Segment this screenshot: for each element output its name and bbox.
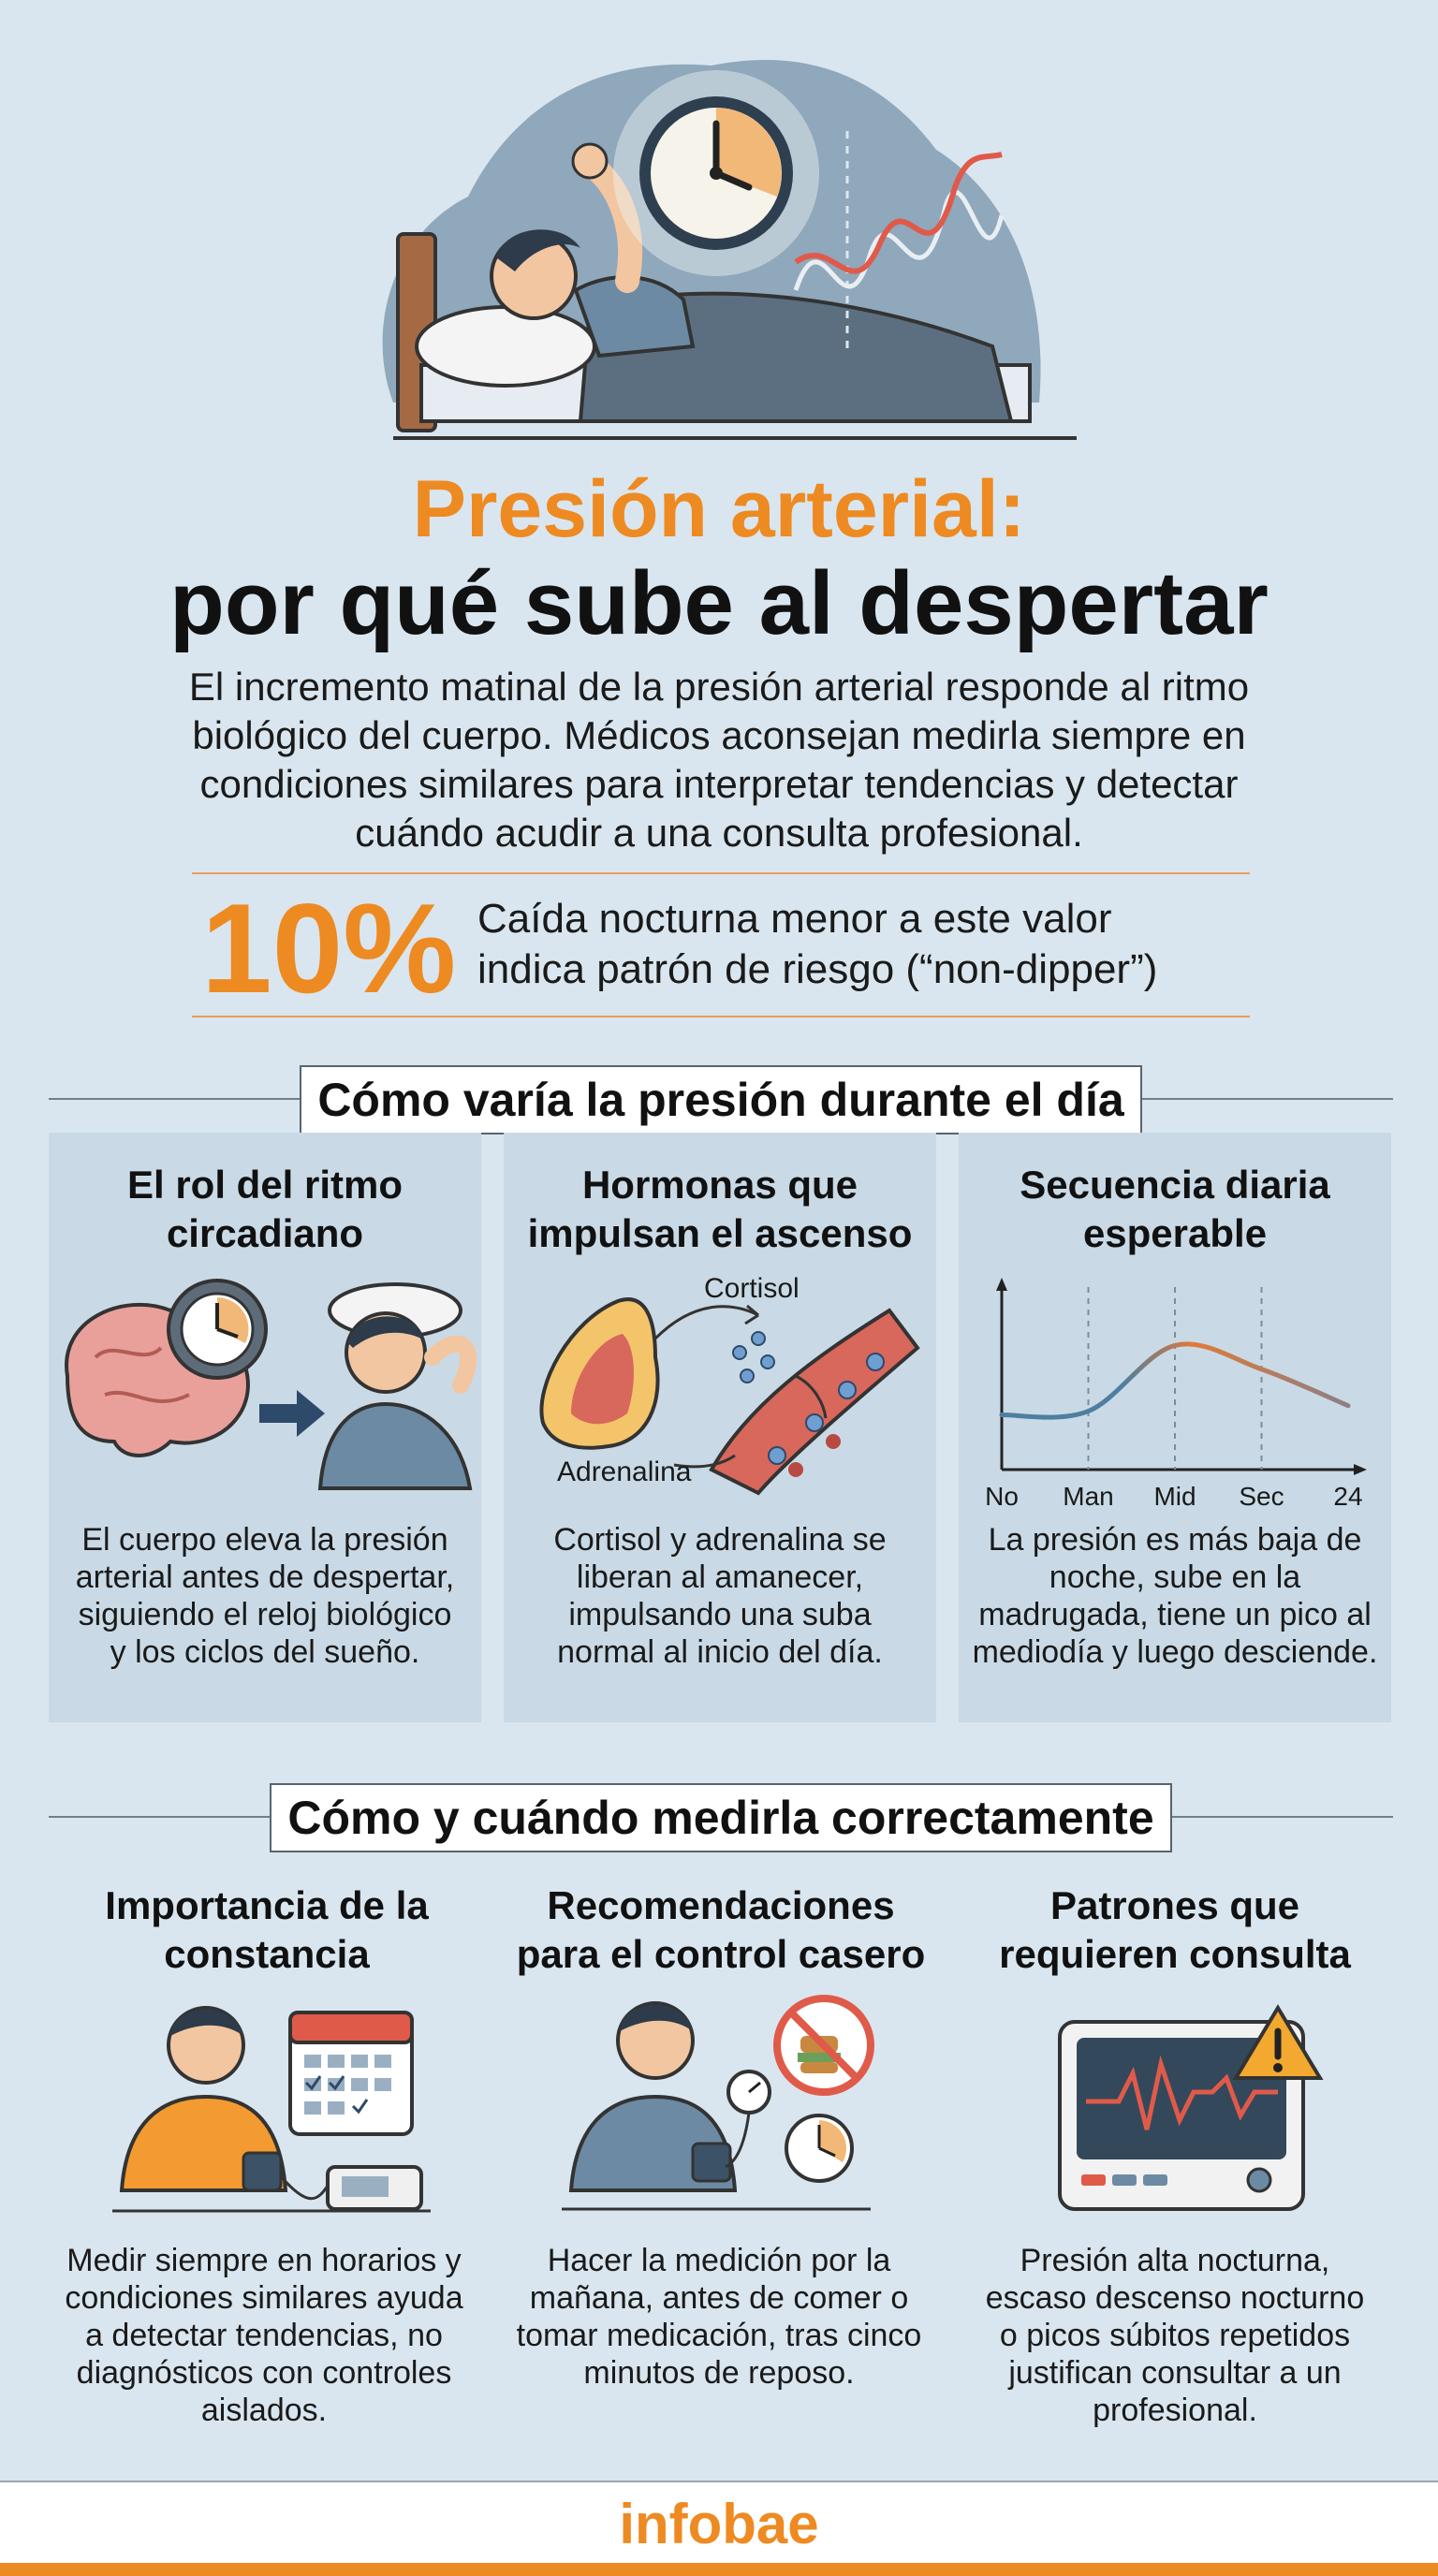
section1-title: Cómo varía la presión durante el día: [300, 1065, 1142, 1134]
card2-title: Hormonas que impulsan el ascenso: [527, 1163, 913, 1255]
hormones-illustration: [539, 1297, 920, 1496]
card3-title: Secuencia diaria esperable: [1020, 1163, 1330, 1255]
arrow-right-icon: [259, 1390, 325, 1437]
label-cortisol: Cortisol: [704, 1273, 800, 1304]
daily-pressure-chart: No Man Mid Sec 24: [985, 1278, 1367, 1511]
chart-series-line: [999, 1341, 1351, 1420]
person-hair-icon: [496, 229, 580, 271]
consult-patterns-illustration: [1058, 2004, 1324, 2211]
footer-accent-bar: [0, 2563, 1438, 2576]
card6-description: Presión alta nocturna, escaso descenso n…: [985, 2243, 1365, 2428]
stat-text-line-1: Caída nocturna menor a este valor: [477, 896, 1112, 942]
title-line-2: por qué sube al despertar: [169, 553, 1269, 653]
ecg-line-icon: [1086, 2055, 1278, 2130]
stat-rule-top: [192, 872, 1250, 874]
stat-rule-bottom: [192, 1016, 1250, 1017]
card5-title: Recomendaciones para el control casero: [516, 1883, 926, 1976]
constancy-illustration: [112, 2006, 431, 2213]
blood-vessel-icon: [709, 1308, 920, 1496]
chart-tick-label: Sec: [1239, 1482, 1284, 1511]
chart-tick-label: Mid: [1153, 1482, 1196, 1511]
title-line-1: Presión arterial:: [412, 464, 1026, 554]
stat-text: Caída nocturna menor a este valor indica…: [477, 894, 1157, 995]
card4-description: Medir siempre en horarios y condiciones …: [65, 2243, 463, 2428]
circadian-illustration: [65, 1279, 477, 1490]
person-shirt-icon-small: [317, 1401, 473, 1490]
card1-title: El rol del ritmo circadiano: [126, 1163, 404, 1255]
footer-divider: [0, 2481, 1438, 2482]
stat-value: 10%: [201, 877, 457, 1019]
card4-title: Importancia de la constancia: [105, 1883, 429, 1976]
section2-title: Cómo y cuándo medirla correctamente: [270, 1783, 1172, 1852]
chart-tick-label: 24: [1333, 1482, 1362, 1511]
wave-line-red: [794, 152, 1003, 274]
chart-tick-label: Man: [1063, 1482, 1113, 1511]
card2-description: Cortisol y adrenalina se liberan al aman…: [553, 1522, 887, 1670]
pillow-icon: [415, 305, 596, 388]
card3-description: La presión es más baja de noche, sube en…: [972, 1522, 1378, 1670]
hero-illustration: [382, 60, 1077, 440]
label-adrenalina: Adrenalina: [557, 1456, 692, 1487]
cuff-icon: [242, 2151, 283, 2192]
footer: [0, 2482, 1438, 2563]
footer-brand-logo: infobae: [619, 2493, 819, 2555]
home-control-illustration: [562, 1995, 874, 2211]
intro-paragraph: El incremento matinal de la presión arte…: [188, 665, 1250, 855]
chart-tick-label: No: [985, 1482, 1019, 1511]
stat-text-line-2: indica patrón de riesgo (“non-dipper”): [477, 946, 1158, 992]
card1-description: El cuerpo eleva la presión arterial ante…: [75, 1522, 455, 1670]
card6-title: Patrones que requieren consulta: [999, 1883, 1351, 1976]
wave-line-white: [793, 189, 1005, 291]
person-shirt-icon: [573, 275, 696, 359]
card5-description: Hacer la medición por la mañana, antes d…: [516, 2243, 922, 2391]
